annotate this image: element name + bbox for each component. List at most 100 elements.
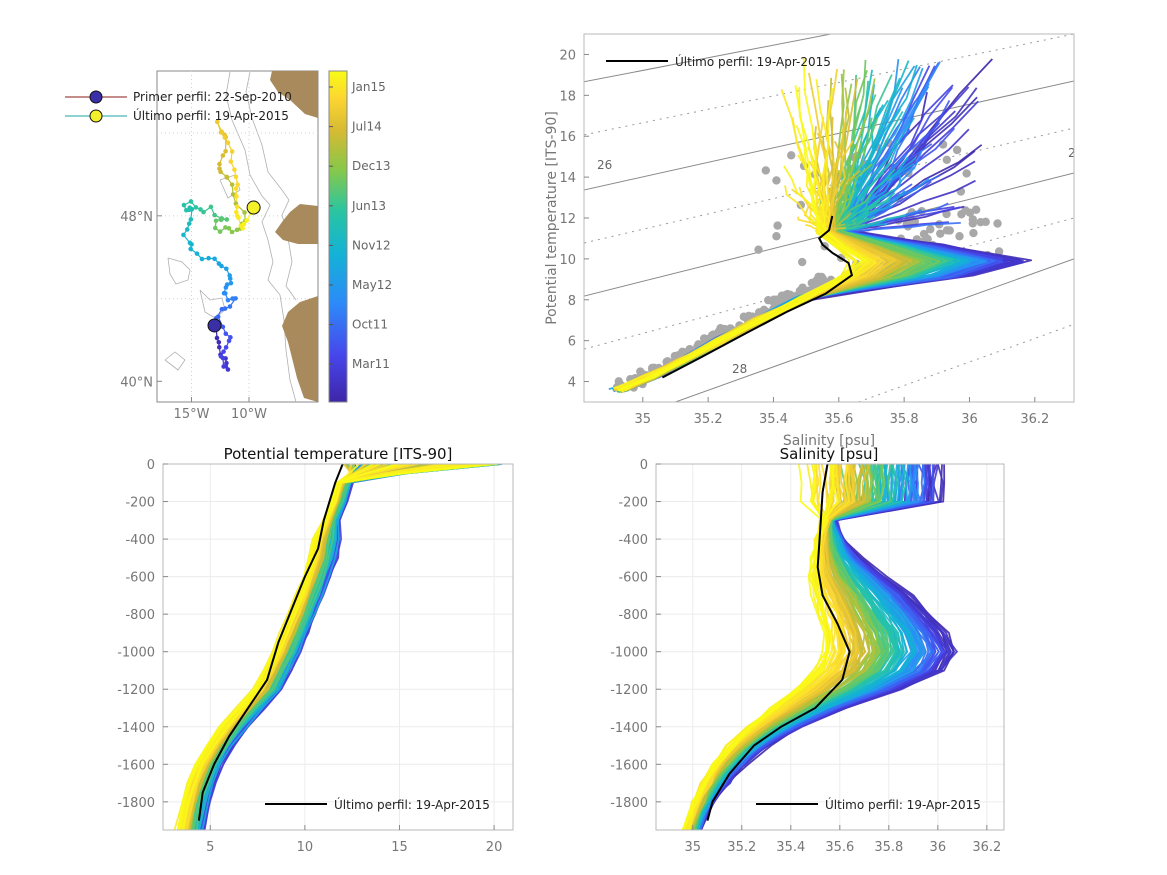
temp-profile-line (198, 464, 503, 830)
profile-position-dot (208, 204, 214, 210)
ts-profiles (608, 57, 1033, 394)
reference-dot (773, 221, 782, 230)
xtick-label: 36 (930, 840, 947, 855)
map-ytick-label: 48°N (120, 210, 153, 225)
colorbar-tick-label: Oct11 (352, 318, 388, 332)
profile-position-dot (222, 135, 228, 140)
profile-position-dot (234, 194, 239, 199)
temp-profile-line (183, 464, 460, 830)
ytick-label: -1200 (117, 683, 155, 698)
profile-position-dot (241, 221, 247, 227)
bathy-contour (164, 351, 186, 371)
sal-profile-line (681, 464, 828, 830)
colorbar-tick-label: Nov12 (352, 238, 391, 252)
reference-dot (952, 145, 962, 155)
colorbar-tick-label: Dec13 (352, 159, 391, 173)
temp-profile-line (194, 464, 446, 830)
xtick-label: 36 (961, 412, 978, 427)
temp-profile-line (202, 464, 429, 830)
profile-position-dot (214, 335, 220, 341)
temp-profile-line (193, 464, 449, 830)
first-profile-marker (207, 318, 222, 333)
isopycnal (675, 258, 1074, 402)
profile-position-dot (230, 192, 236, 197)
reference-dot (994, 247, 1004, 256)
temp-frame (162, 463, 514, 831)
reference-dot (763, 295, 773, 305)
xtick-label: 35.2 (727, 840, 756, 855)
profile-position-dot (233, 209, 239, 215)
bathy-contour (225, 71, 297, 402)
profile-position-dot (228, 280, 234, 286)
profile-position-dot (188, 217, 194, 222)
ytick-label: -400 (125, 533, 155, 548)
xtick-label: 35.4 (776, 840, 805, 855)
xtick-label: 35.4 (759, 412, 788, 427)
reference-dot (981, 217, 990, 227)
profile-position-dot (230, 296, 235, 301)
ytick-label: -600 (618, 571, 648, 586)
ytick-label: -800 (618, 608, 648, 623)
isopycnal (584, 217, 1074, 350)
temp-profile-line (191, 464, 416, 830)
profile-position-dot (206, 255, 211, 261)
ytick-label: -1000 (117, 646, 155, 661)
reference-dot (636, 367, 645, 376)
profile-position-dot (198, 207, 203, 212)
temp-profile-line (190, 464, 502, 830)
profile-position-dot (221, 290, 227, 296)
temp-profile-line (190, 464, 432, 830)
profile-position-dot (220, 324, 226, 330)
ts-profile-line (621, 124, 867, 389)
profile-position-dot (184, 227, 190, 232)
reference-dot (772, 232, 781, 241)
temp-profile-line (194, 464, 438, 830)
ts-ylabel: Potential temperature [ITS-90] (544, 111, 560, 325)
profile-position-dot (236, 215, 241, 221)
ts-profile-line (623, 61, 981, 391)
ytick-label: 0 (147, 458, 155, 473)
temp-profile-line (182, 464, 481, 830)
profile-position-dot (244, 218, 249, 223)
profile-position-dot (216, 339, 222, 345)
temp-profile-line (191, 464, 426, 830)
xtick-label: 35 (684, 840, 701, 855)
temp-axes: 5 10 15 20 0 -200 -400 -600 -800 -1000 -1200 -1400 -… (117, 458, 502, 855)
temp-profile-line (201, 464, 426, 830)
map-legend: Primer perfil: 22-Sep-2010 Último perfil… (65, 90, 292, 123)
profile-position-dot (222, 306, 228, 311)
temp-profile-line (194, 464, 496, 830)
profile-position-dot (193, 205, 199, 210)
isopycnal-label: 28 (732, 362, 747, 376)
temp-latest-profile (197, 464, 344, 821)
profile-position-dot (229, 182, 235, 187)
reference-dot (772, 176, 781, 185)
reference-dot (993, 219, 1002, 228)
reference-dot (969, 228, 978, 238)
profile-position-dot (188, 246, 193, 252)
ts-profile-line (613, 79, 877, 390)
sal-grid (656, 463, 1004, 830)
profile-position-dot (184, 207, 189, 213)
isopycnal (577, 0, 904, 28)
profile-position-dot (213, 218, 219, 224)
land-iberia (282, 296, 318, 402)
ytick-label: -200 (125, 496, 155, 511)
last-profile-marker (246, 200, 261, 215)
profile-position-dot (226, 226, 232, 231)
ytick-label: -1400 (610, 721, 648, 736)
map-y-axis: 40°N 48°N (120, 210, 162, 390)
profile-position-dot (235, 182, 240, 187)
temp-profile-line (202, 464, 382, 830)
temp-profile-line (185, 464, 436, 830)
temp-profile-line (179, 464, 463, 830)
xtick-label: 36.2 (972, 840, 1001, 855)
temp-profile-line (189, 464, 456, 830)
legend-first-label: Primer perfil: 22-Sep-2010 (133, 90, 292, 104)
colorbar-tick-label: Jun13 (351, 199, 386, 213)
profile-position-dot (212, 225, 218, 231)
ytick-label: 20 (559, 48, 576, 63)
temp-profile-line (193, 464, 495, 830)
xtick-label: 36.2 (1020, 412, 1049, 427)
profile-position-dot (225, 367, 231, 372)
